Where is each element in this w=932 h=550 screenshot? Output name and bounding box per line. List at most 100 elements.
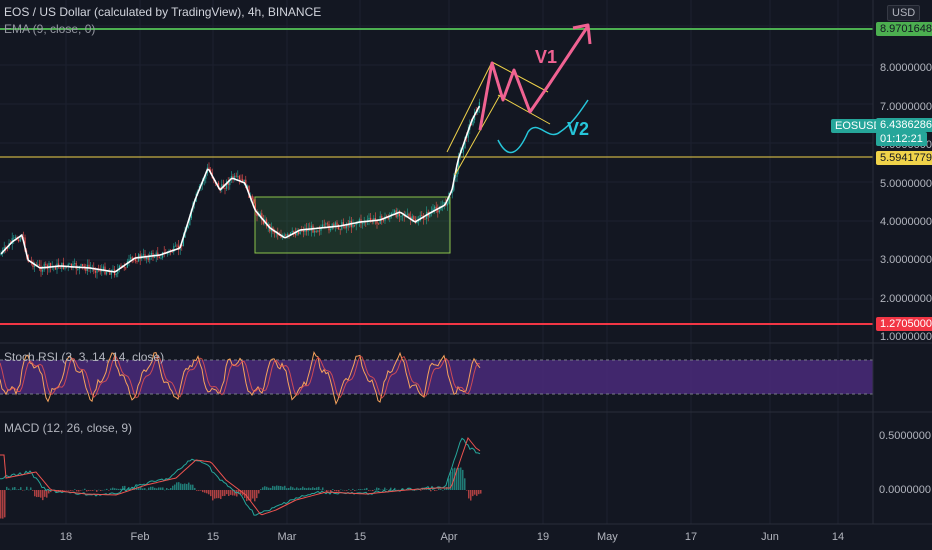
candle-body <box>462 148 464 152</box>
candle-body <box>368 217 370 220</box>
macd-histogram-bar <box>288 487 290 490</box>
macd-histogram-bar <box>280 486 282 490</box>
channel-line-upper[interactable] <box>446 61 493 153</box>
macd-histogram-bar <box>2 490 4 519</box>
scenario-v1-path[interactable] <box>478 25 590 131</box>
annotation-v1[interactable]: V1 <box>535 47 558 67</box>
macd-histogram-bar <box>106 488 108 490</box>
candle-body <box>315 230 317 232</box>
candle-body <box>120 265 122 267</box>
macd-histogram-bar <box>444 488 446 490</box>
candle-body <box>112 269 114 271</box>
ema-legend[interactable]: EMA (9, close, 0) <box>4 22 96 36</box>
macd-histogram-bar <box>138 487 140 490</box>
macd-histogram-bar <box>48 490 50 494</box>
channel-line-lower[interactable] <box>454 94 501 176</box>
candle-body <box>173 246 175 253</box>
macd-histogram-bar <box>290 486 292 490</box>
candle-body <box>446 203 448 206</box>
candle-body <box>472 120 474 126</box>
candle-body <box>285 234 287 236</box>
macd-histogram-bar <box>90 490 92 491</box>
candle-body <box>14 237 16 238</box>
candle-body <box>3 247 5 251</box>
candle-body <box>454 176 456 178</box>
candle-body <box>205 173 207 179</box>
candle-body <box>432 208 434 212</box>
flag-line-lower[interactable] <box>497 94 551 125</box>
candle-body <box>318 230 320 232</box>
macd-line <box>0 437 481 516</box>
macd-histogram-bar <box>472 490 474 497</box>
macd-histogram-bar <box>214 490 216 499</box>
candle-body <box>130 257 132 260</box>
price-tick: 7.0000000 <box>880 100 932 113</box>
candle-body <box>85 267 87 271</box>
currency-button[interactable]: USD <box>887 5 921 21</box>
time-tick: 14 <box>831 531 845 543</box>
macd-histogram-bar <box>86 490 88 492</box>
candle-body <box>323 224 325 226</box>
candle-body <box>181 244 183 247</box>
macd-legend[interactable]: MACD (12, 26, close, 9) <box>4 421 133 435</box>
candle-body <box>75 263 77 269</box>
flag-line-upper[interactable] <box>491 61 549 93</box>
macd-histogram-bar <box>224 490 226 496</box>
candle-body <box>102 266 104 270</box>
macd-histogram <box>0 467 482 519</box>
candle-body <box>150 253 152 255</box>
candle-body <box>406 213 408 215</box>
macd-histogram-bar <box>124 485 126 490</box>
stoch-rsi-legend[interactable]: Stoch RSI (3, 3, 14, 14, close) <box>4 350 165 364</box>
candle-body <box>357 222 359 224</box>
candle-body <box>286 234 288 236</box>
scenario-v2-path[interactable] <box>497 99 589 154</box>
candle-body <box>317 230 319 232</box>
macd-histogram-bar <box>302 486 304 490</box>
candle-body <box>99 269 101 272</box>
macd-histogram-bar <box>432 487 434 490</box>
candle-body <box>440 207 442 211</box>
macd-histogram-bar <box>320 489 322 490</box>
symbol-title[interactable]: EOS / US Dollar (calculated by TradingVi… <box>4 5 322 19</box>
macd-histogram-bar <box>448 478 450 490</box>
candle-body <box>253 199 255 204</box>
macd-histogram-bar <box>262 487 264 490</box>
candle-body <box>240 178 242 180</box>
candle-body <box>230 175 232 180</box>
macd-histogram-bar <box>60 490 62 491</box>
candle-body <box>142 254 144 256</box>
macd-histogram-bar <box>326 490 328 493</box>
macd-histogram-bar <box>118 488 120 490</box>
macd-histogram-bar <box>104 489 106 491</box>
macd-histogram-bar <box>0 490 2 519</box>
macd-histogram-bar <box>166 488 168 490</box>
macd-histogram-bar <box>76 490 78 492</box>
candle-body <box>334 222 336 226</box>
candle-body <box>19 236 21 242</box>
candle-body <box>400 215 402 217</box>
candle-body <box>30 260 32 262</box>
macd-histogram-bar <box>368 490 370 491</box>
macd-histogram-bar <box>148 487 150 490</box>
macd-histogram-bar <box>420 490 422 491</box>
macd-histogram-bar <box>182 484 184 490</box>
macd-histogram-bar <box>102 489 104 491</box>
candle-body <box>82 264 84 266</box>
candle-body <box>96 268 98 273</box>
macd-histogram-bar <box>306 488 308 490</box>
macd-histogram-bar <box>186 483 188 490</box>
macd-histogram-bar <box>424 489 426 490</box>
macd-histogram-bar <box>160 487 162 490</box>
macd-histogram-bar <box>94 489 96 491</box>
candle-body <box>470 124 472 126</box>
candle-body <box>314 230 316 233</box>
macd-histogram-bar <box>250 490 252 501</box>
annotation-v2[interactable]: V2 <box>567 119 590 139</box>
macd-histogram-bar <box>4 490 6 518</box>
current-price-label: 6.4386286 <box>876 118 932 132</box>
price-tick: 5.0000000 <box>880 177 932 190</box>
macd-histogram-bar <box>64 490 66 491</box>
